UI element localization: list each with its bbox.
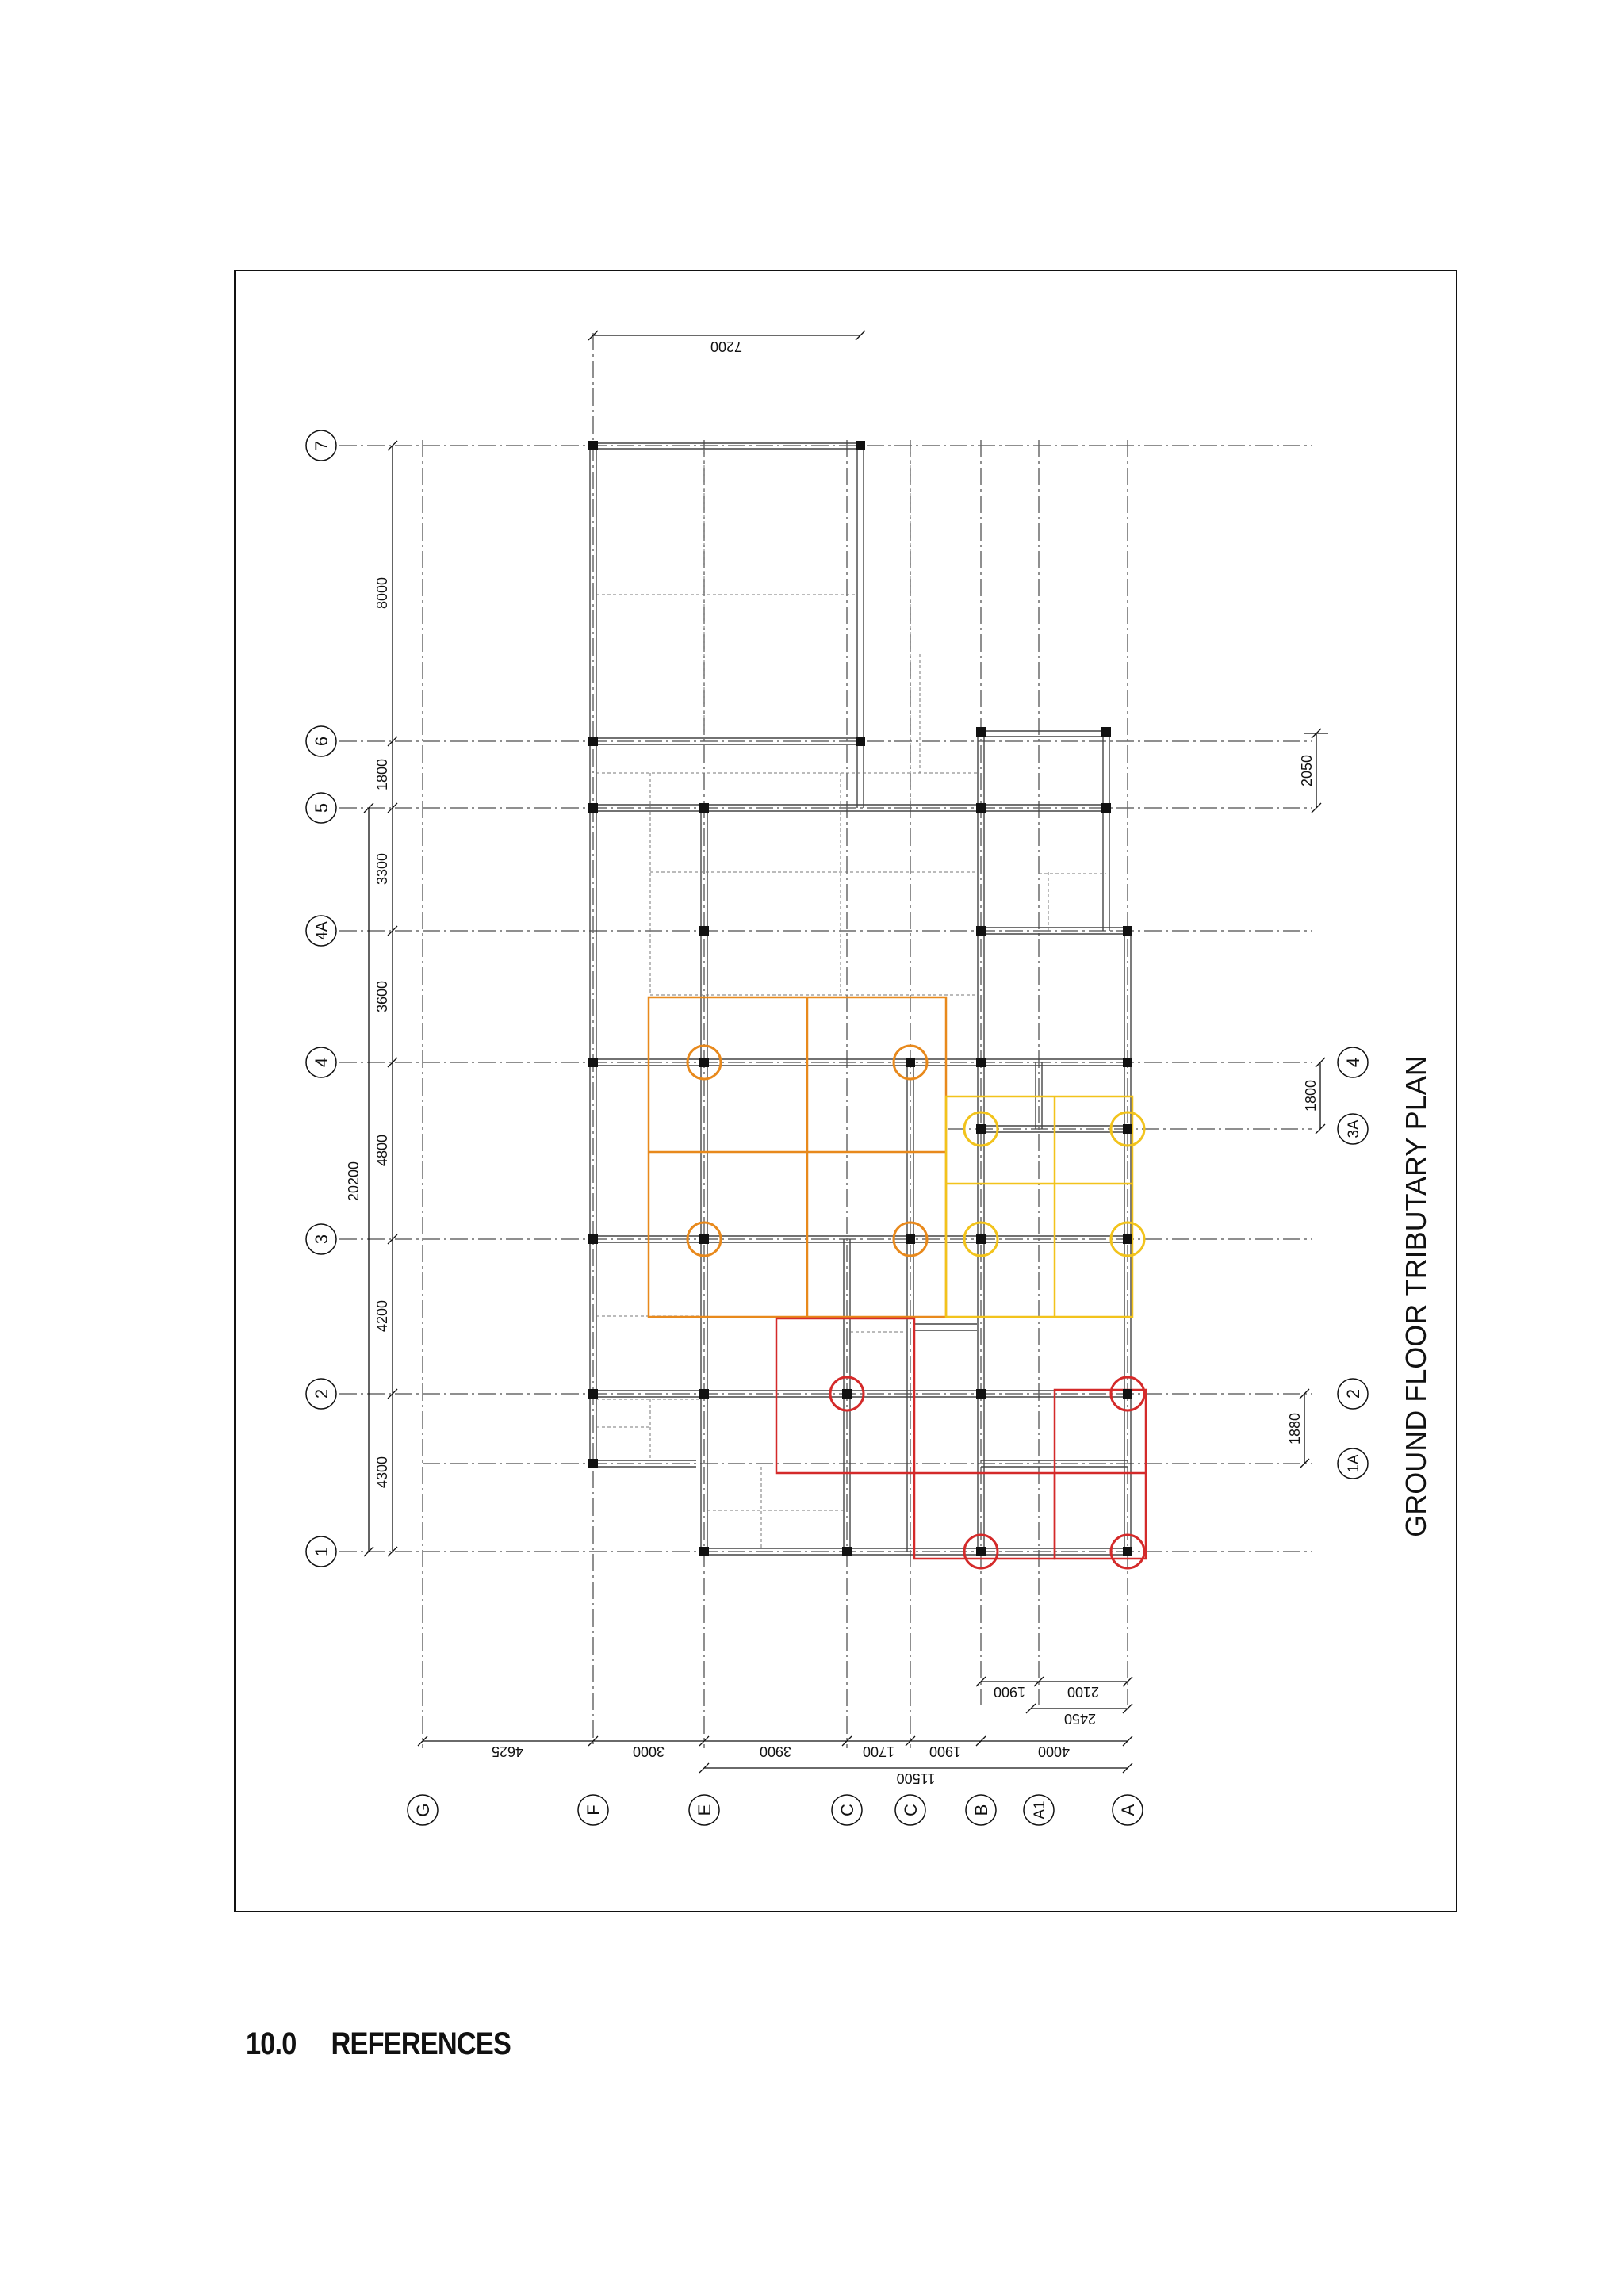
dim-right-1880: 1880 [1287, 1413, 1303, 1445]
grid-col-f-label: F [584, 1804, 603, 1815]
grid-row-4-label: 4 [312, 1058, 331, 1067]
grid-col-e-label: E [695, 1804, 714, 1816]
dim-bottom-3000: 3000 [633, 1743, 665, 1759]
dim-4200: 4200 [374, 1300, 390, 1332]
dim-20200: 20200 [346, 1161, 362, 1201]
grid-row-6-label: 6 [312, 737, 331, 746]
dim-bottom-3900: 3900 [760, 1743, 791, 1759]
sheet-frame [234, 270, 1457, 1912]
dim-4300: 4300 [374, 1456, 390, 1488]
dim-bottom-4000: 4000 [1038, 1743, 1070, 1759]
highlight-circles-orange [686, 1044, 929, 1257]
tributary-areas-red [775, 1317, 1147, 1560]
grid-lines [339, 333, 1312, 1748]
grid-col-g-label: G [413, 1803, 433, 1816]
dim-bottom-4625: 4625 [492, 1743, 523, 1759]
highlight-circles-red [829, 1376, 1146, 1570]
section-number: 10.0 [246, 2026, 297, 2061]
tributary-areas-orange [647, 996, 948, 1318]
section-heading: 10.0 REFERENCES [246, 2026, 511, 2062]
dim-top-7200: 7200 [710, 339, 742, 354]
columns [588, 441, 1132, 1556]
grid-row-3-label: 3 [312, 1234, 331, 1244]
tributary-areas-yellow [944, 1095, 1134, 1318]
grid-row-5-label: 5 [312, 803, 331, 813]
dim-4800: 4800 [374, 1135, 390, 1166]
grid-row-1-label: 1 [312, 1547, 331, 1556]
grid-row-2-right-label: 2 [1343, 1389, 1363, 1399]
grid-col-a1-label: A1 [1032, 1800, 1048, 1819]
dim-right-2050: 2050 [1299, 755, 1315, 786]
dim-bottom-1700: 1700 [863, 1743, 894, 1759]
dim-bottom-1900: 1900 [929, 1743, 961, 1759]
section-title: REFERENCES [331, 2026, 511, 2061]
grid-row-4a-label: 4A [314, 921, 331, 940]
slab-panel-lines [596, 449, 1106, 1548]
grid-bubbles [305, 430, 1369, 1826]
grid-row-7-label: 7 [312, 441, 331, 450]
grid-col-c-label: C [837, 1804, 857, 1816]
plan-title: GROUND FLOOR TRIBUTARY PLAN [1400, 1055, 1432, 1536]
grid-col-b-label: B [971, 1804, 991, 1816]
dim-bottom-2450: 2450 [1064, 1711, 1096, 1727]
beams [589, 442, 1132, 1556]
grid-row-1a-label: 1A [1346, 1454, 1362, 1473]
grid-col-c2-label: C [901, 1804, 921, 1816]
highlight-circles-yellow [963, 1111, 1146, 1257]
dim-bottom-2100: 2100 [1067, 1684, 1099, 1700]
dimension-lines [363, 330, 1328, 1774]
dim-3300: 3300 [374, 853, 390, 885]
dim-bottom-1900b: 1900 [994, 1684, 1025, 1700]
grid-col-a-label: A [1118, 1804, 1138, 1816]
dim-1800: 1800 [374, 759, 390, 790]
dim-bottom-11500: 11500 [897, 1770, 936, 1786]
grid-row-4-right-label: 4 [1343, 1058, 1363, 1067]
dim-right-1800: 1800 [1303, 1080, 1319, 1112]
grid-row-3a-label: 3A [1346, 1119, 1362, 1138]
dim-8000: 8000 [374, 577, 390, 609]
dim-3600: 3600 [374, 981, 390, 1012]
grid-row-2-label: 2 [312, 1389, 331, 1399]
